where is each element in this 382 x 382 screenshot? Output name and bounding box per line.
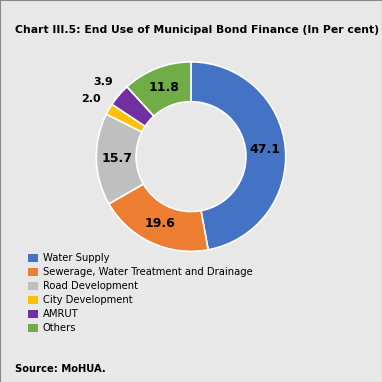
Wedge shape	[127, 62, 191, 116]
Text: 11.8: 11.8	[149, 81, 180, 94]
Wedge shape	[191, 62, 286, 250]
Text: 19.6: 19.6	[144, 217, 175, 230]
Text: Source: MoHUA.: Source: MoHUA.	[15, 364, 106, 374]
Text: Chart III.5: End Use of Municipal Bond Finance (In Per cent): Chart III.5: End Use of Municipal Bond F…	[15, 25, 379, 35]
Wedge shape	[106, 104, 145, 132]
Text: 2.0: 2.0	[81, 94, 101, 104]
Text: 3.9: 3.9	[93, 76, 113, 87]
Text: 47.1: 47.1	[249, 143, 280, 156]
Wedge shape	[96, 114, 143, 204]
Wedge shape	[112, 87, 154, 126]
Text: 15.7: 15.7	[102, 152, 133, 165]
Wedge shape	[109, 184, 208, 251]
Legend: Water Supply, Sewerage, Water Treatment and Drainage, Road Development, City Dev: Water Supply, Sewerage, Water Treatment …	[28, 253, 253, 333]
